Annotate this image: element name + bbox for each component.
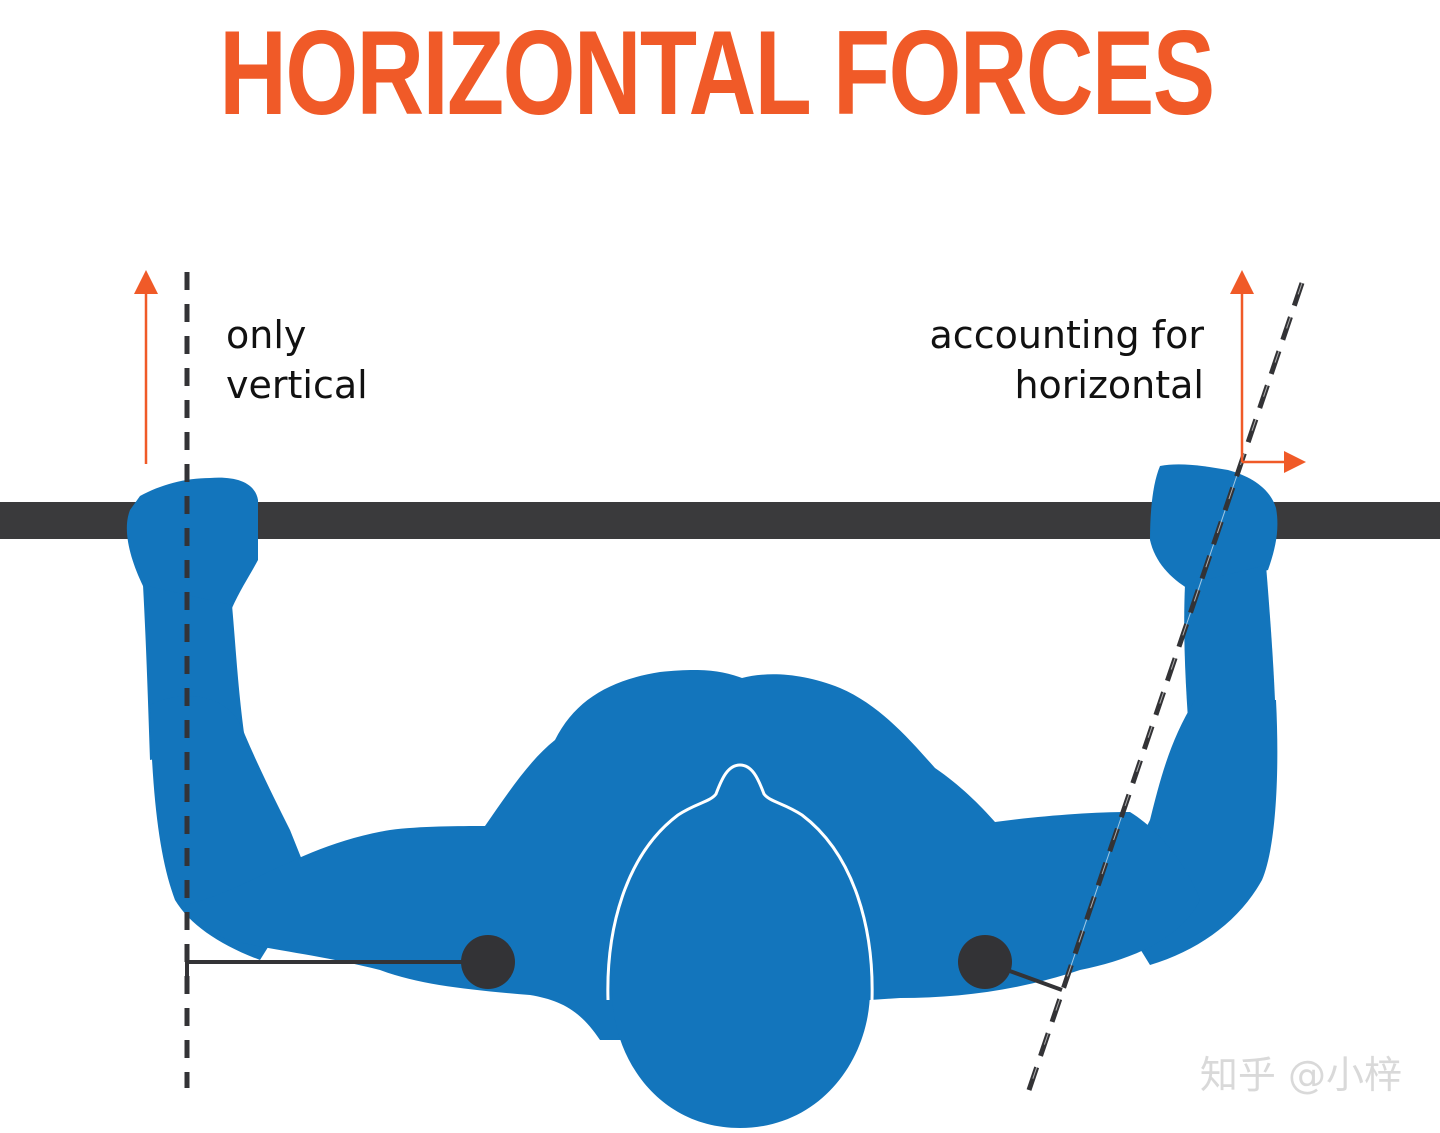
left-shoulder-joint (461, 935, 515, 989)
arrow-right-icon (1242, 451, 1306, 473)
label-only-vertical: only vertical (226, 310, 368, 410)
label-left-line2: vertical (226, 363, 368, 407)
body-silhouette (126, 464, 1278, 1128)
left-fist (126, 477, 258, 608)
label-right-line2: horizontal (1014, 363, 1204, 407)
diagram-title: HORIZONTAL FORCES (219, 6, 1215, 140)
head-outline (606, 763, 874, 1001)
label-left-line1: only (226, 313, 307, 357)
right-shoulder-joint (958, 935, 1012, 989)
arrow-up-icon (1230, 270, 1254, 462)
arrow-up-icon (134, 270, 158, 464)
head (611, 765, 870, 1128)
right-angled-line-highlight (1027, 282, 1303, 1094)
right-fist (1150, 464, 1278, 590)
watermark: 知乎 @小梓 (1199, 1053, 1402, 1097)
label-accounting-for-horizontal: accounting for horizontal (930, 310, 1204, 410)
label-right-line1: accounting for (929, 313, 1204, 357)
